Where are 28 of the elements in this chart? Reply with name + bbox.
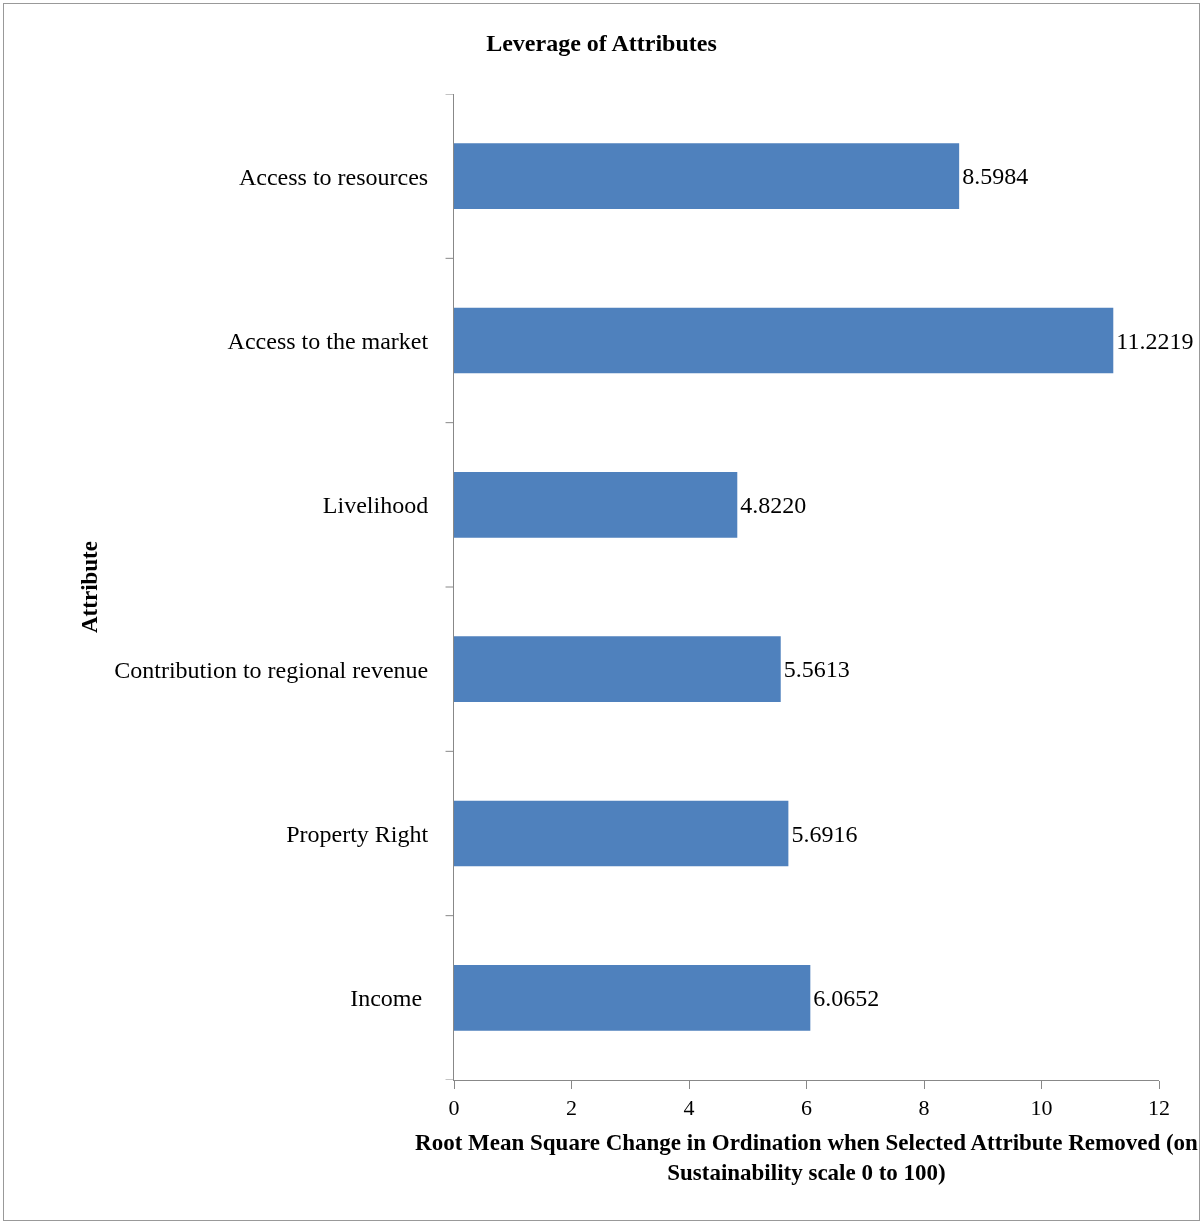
data-label: 4.8220	[740, 491, 807, 518]
x-axis-title: Root Mean Square Change in Ordination when Selected Attribute Removed (on Sustainability scale 0 to 100)	[415, 1130, 1199, 1185]
y-tick-label: Property Right	[286, 820, 429, 847]
y-axis-title: Attribute	[76, 541, 102, 633]
bar	[454, 964, 811, 1031]
data-label: 8.5984	[962, 163, 1029, 190]
data-label: 11.2219	[1116, 327, 1194, 354]
y-tick-label: Livelihood	[322, 492, 429, 519]
x-tick-label: 0	[448, 1095, 460, 1121]
x-tick-label: 2	[566, 1095, 577, 1121]
bar	[454, 636, 781, 703]
x-tick-label: 4	[683, 1095, 695, 1121]
y-tick-label: Income	[350, 985, 429, 1012]
bar	[454, 800, 789, 867]
x-tick-label: 12	[1148, 1095, 1170, 1121]
chart-title: Leverage of Attributes	[486, 30, 717, 57]
bar	[454, 143, 960, 210]
y-tick-label: Access to resources	[238, 163, 429, 190]
y-tick-label: Contribution to regional revenue	[114, 656, 429, 683]
data-label: 5.6916	[791, 820, 858, 847]
data-label: 5.5613	[783, 656, 850, 683]
x-tick-label: 10	[1030, 1095, 1053, 1121]
data-label: 6.0652	[813, 984, 880, 1011]
y-tick-label: Access to the market	[227, 327, 429, 354]
x-tick-label: 6	[801, 1095, 812, 1121]
bar	[454, 471, 738, 538]
x-tick-label: 8	[918, 1095, 930, 1121]
bar	[454, 307, 1114, 374]
